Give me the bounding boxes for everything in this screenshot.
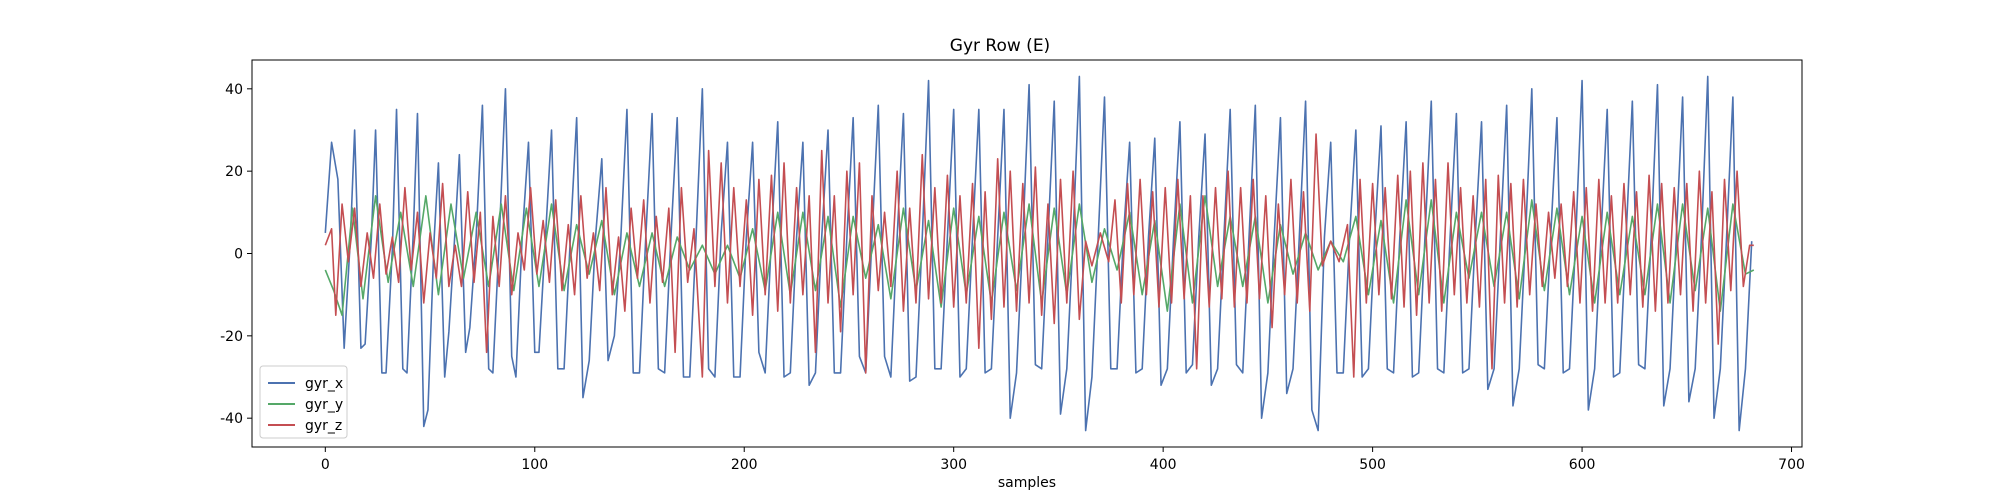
legend-label-gyr_y: gyr_y: [305, 397, 343, 413]
x-tick-label: 500: [1359, 457, 1386, 473]
x-tick-label: 300: [940, 457, 967, 473]
legend-label-gyr_z: gyr_z: [305, 418, 342, 434]
x-axis-label: samples: [998, 475, 1056, 491]
y-tick-label: 20: [225, 164, 243, 180]
y-axis: -40 -20 0 20 40: [220, 82, 252, 427]
x-tick-label: 200: [731, 457, 758, 473]
y-tick-label: -20: [220, 329, 243, 345]
x-tick-label: 700: [1778, 457, 1805, 473]
x-tick-label: 400: [1150, 457, 1177, 473]
x-tick-label: 600: [1569, 457, 1596, 473]
legend-label-gyr_x: gyr_x: [305, 376, 343, 392]
x-tick-label: 100: [521, 457, 548, 473]
series-line-gyr_x: [324, 75, 1753, 432]
legend: gyr_x gyr_y gyr_z: [259, 365, 348, 439]
x-axis: 0 100 200 300 400 500 600 700: [321, 447, 1805, 473]
plot-lines: [324, 75, 1755, 432]
y-tick-label: 40: [225, 82, 243, 98]
series-line-gyr_z: [324, 133, 1754, 378]
x-tick-label: 0: [321, 457, 330, 473]
y-tick-label: 0: [234, 247, 243, 263]
y-tick-label: -40: [220, 411, 243, 427]
chart-title: Gyr Row (E): [950, 36, 1050, 56]
